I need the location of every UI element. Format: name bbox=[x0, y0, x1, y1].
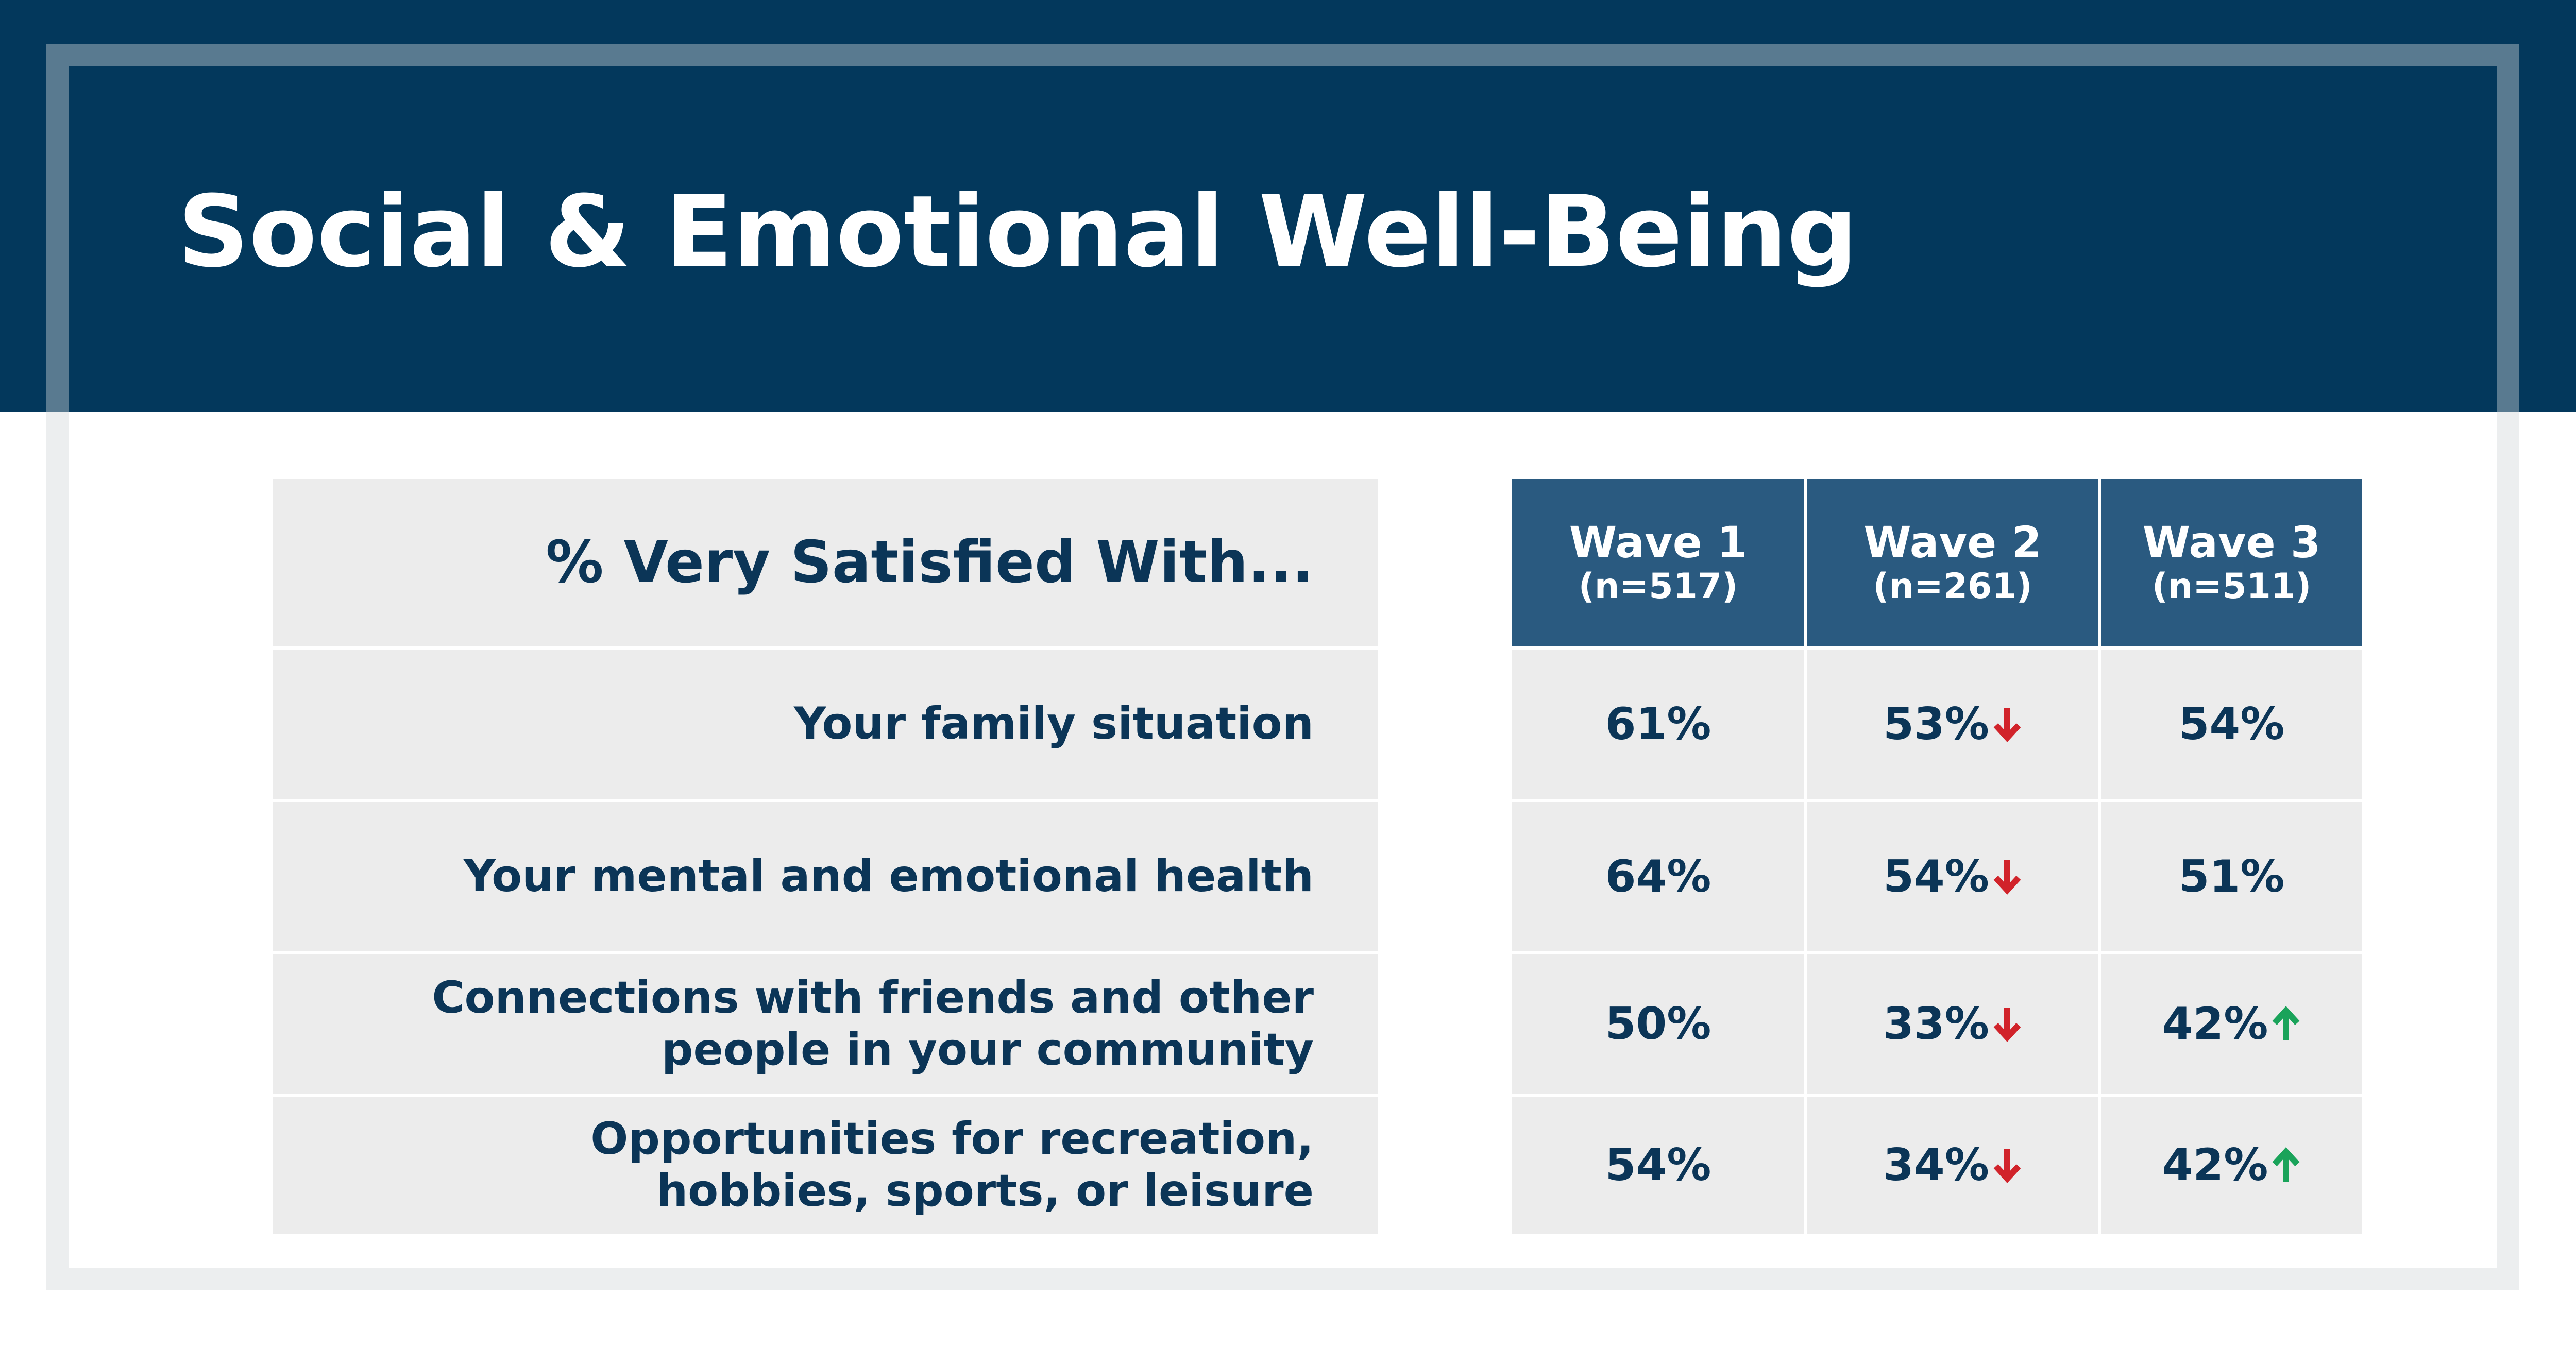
row-header-label: % Very Satisfied With... bbox=[546, 529, 1314, 596]
cell-value: 54% bbox=[2178, 698, 2285, 750]
value-cell: 53% bbox=[1807, 650, 2098, 799]
arrow-down-icon bbox=[1992, 858, 2022, 895]
value-cell: 34% bbox=[1807, 1097, 2098, 1234]
cell-value: 54% bbox=[1883, 851, 1989, 902]
column-header-wave-1: Wave 1 (n=517) bbox=[1512, 479, 1804, 646]
arrow-down-icon bbox=[1992, 1147, 2022, 1184]
value-cell: 50% bbox=[1512, 954, 1804, 1094]
value-cell: 54% bbox=[1807, 802, 2098, 951]
value-cell: 33% bbox=[1807, 954, 2098, 1094]
arrow-up-icon bbox=[2271, 1005, 2301, 1043]
cell-value: 34% bbox=[1883, 1139, 1989, 1191]
cell-value: 42% bbox=[2162, 1139, 2268, 1191]
column-sample-size: (n=517) bbox=[1578, 566, 1738, 607]
row-divider bbox=[273, 646, 1378, 650]
row-divider bbox=[1512, 1094, 2362, 1097]
arrow-down-icon bbox=[1992, 1005, 2022, 1043]
value-cell: 42% bbox=[2101, 1097, 2362, 1234]
column-header-wave-3: Wave 3 (n=511) bbox=[2101, 479, 2362, 646]
value-cell: 51% bbox=[2101, 802, 2362, 951]
cell-value: 64% bbox=[1605, 851, 1711, 902]
value-cell: 54% bbox=[2101, 650, 2362, 799]
wave-data-table: Wave 1 (n=517) Wave 2 (n=261) Wave 3 (n=… bbox=[1512, 479, 2362, 1234]
value-cell: 64% bbox=[1512, 802, 1804, 951]
cell-value: 33% bbox=[1883, 998, 1989, 1050]
cell-value: 53% bbox=[1883, 698, 1989, 750]
row-label-recreation: Opportunities for recreation, hobbies, s… bbox=[590, 1113, 1314, 1217]
column-name: Wave 3 bbox=[2142, 517, 2321, 568]
value-cell: 54% bbox=[1512, 1097, 1804, 1234]
column-header-wave-2: Wave 2 (n=261) bbox=[1807, 479, 2098, 646]
arrow-up-icon bbox=[2271, 1147, 2301, 1184]
column-divider bbox=[1804, 479, 1807, 1234]
cell-value: 54% bbox=[1605, 1139, 1711, 1191]
value-cell: 61% bbox=[1512, 650, 1804, 799]
row-divider bbox=[273, 799, 1378, 802]
row-label-panel: % Very Satisfied With... Your family sit… bbox=[273, 479, 1378, 1234]
value-cell: 42% bbox=[2101, 954, 2362, 1094]
column-name: Wave 2 bbox=[1863, 517, 2042, 568]
title-banner bbox=[0, 0, 2576, 412]
row-label-mental-health: Your mental and emotional health bbox=[463, 850, 1314, 902]
row-divider bbox=[273, 951, 1378, 954]
row-divider bbox=[1512, 951, 2362, 954]
cell-value: 42% bbox=[2162, 998, 2268, 1050]
row-label-connections: Connections with friends and other peopl… bbox=[432, 971, 1314, 1076]
row-divider bbox=[1512, 646, 2362, 650]
column-sample-size: (n=511) bbox=[2151, 566, 2312, 607]
column-sample-size: (n=261) bbox=[1873, 566, 2032, 607]
row-divider bbox=[1512, 799, 2362, 802]
arrow-down-icon bbox=[1992, 706, 2022, 743]
column-divider bbox=[2098, 479, 2101, 1234]
decorative-frame bbox=[46, 44, 2519, 1290]
cell-value: 51% bbox=[2178, 851, 2285, 902]
cell-value: 61% bbox=[1605, 698, 1711, 750]
row-divider bbox=[273, 1094, 1378, 1097]
column-name: Wave 1 bbox=[1569, 517, 1748, 568]
page-title: Social & Emotional Well-Being bbox=[178, 175, 1858, 289]
row-label-family: Your family situation bbox=[794, 698, 1314, 750]
cell-value: 50% bbox=[1605, 998, 1711, 1050]
